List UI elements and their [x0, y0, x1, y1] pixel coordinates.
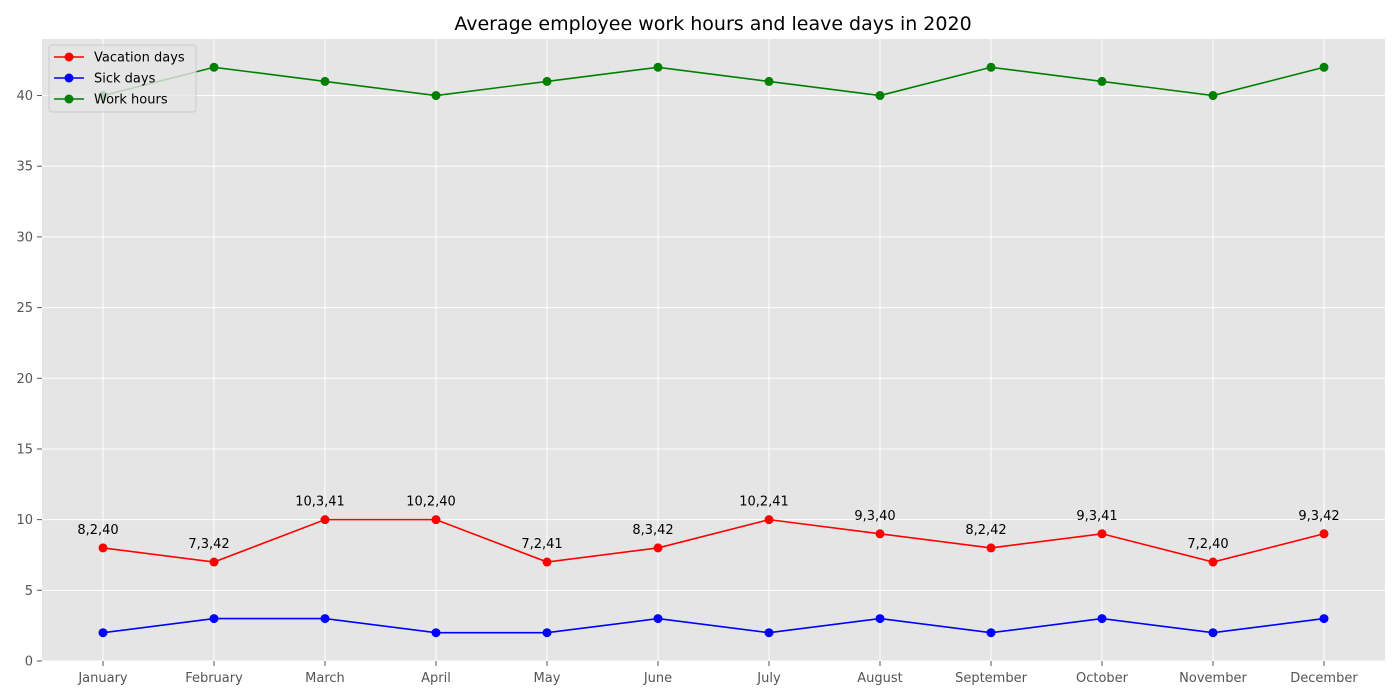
- data-label: 10,2,40: [406, 495, 456, 510]
- data-point-work-hours: [764, 76, 774, 86]
- data-point-sick-days: [764, 628, 774, 638]
- y-tick-label: 20: [16, 372, 33, 387]
- x-tick-label: April: [421, 671, 451, 686]
- data-label: 10,3,41: [295, 495, 345, 510]
- data-point-sick-days: [1097, 614, 1107, 624]
- data-point-sick-days: [98, 628, 108, 638]
- data-point-vacation-days: [764, 515, 774, 525]
- x-tick-label: March: [305, 671, 345, 686]
- data-label: 7,3,42: [188, 537, 229, 552]
- data-point-sick-days: [431, 628, 441, 638]
- x-tick-label: October: [1076, 671, 1129, 686]
- series-line-sick-days: [102, 617, 1325, 634]
- data-label: 10,2,41: [739, 495, 789, 510]
- data-point-sick-days: [320, 614, 330, 624]
- y-tick-label: 30: [16, 230, 33, 245]
- data-label: 8,3,42: [632, 523, 673, 538]
- data-label: 9,3,42: [1298, 509, 1339, 524]
- y-tick-label: 35: [16, 160, 33, 175]
- data-point-sick-days: [1319, 614, 1329, 624]
- x-tick-label: September: [955, 671, 1028, 686]
- series-group: [98, 62, 1329, 638]
- x-tick-label: December: [1290, 671, 1358, 686]
- data-point-sick-days: [986, 628, 996, 638]
- series-line-work-hours: [102, 66, 1325, 97]
- chart-title: Average employee work hours and leave da…: [454, 13, 971, 35]
- data-label: 7,2,40: [1187, 537, 1228, 552]
- data-label: 8,2,40: [77, 523, 118, 538]
- data-point-vacation-days: [1319, 529, 1329, 539]
- data-point-work-hours: [320, 76, 330, 86]
- data-labels: 8,2,40 7,3,42 10,3,41 10,2,40 7,2,41 8,3,42 10…: [77, 495, 1339, 552]
- legend-marker-work-hours: [64, 94, 74, 104]
- data-point-vacation-days: [209, 557, 219, 567]
- x-tick-label: November: [1179, 671, 1247, 686]
- legend-label-vacation-days: Vacation days: [94, 51, 185, 66]
- data-point-work-hours: [986, 62, 996, 72]
- y-tick-label: 15: [16, 442, 33, 457]
- data-point-vacation-days: [1097, 529, 1107, 539]
- data-point-vacation-days: [98, 543, 108, 553]
- data-point-vacation-days: [542, 557, 552, 567]
- data-point-sick-days: [653, 614, 663, 624]
- x-tick-label: January: [77, 671, 128, 686]
- data-point-vacation-days: [653, 543, 663, 553]
- data-point-work-hours: [209, 62, 219, 72]
- x-tick-label: August: [857, 671, 903, 686]
- series-line-vacation-days: [102, 518, 1325, 563]
- data-label: 9,3,41: [1076, 509, 1117, 524]
- data-point-work-hours: [1208, 91, 1218, 101]
- legend-label-work-hours: Work hours: [94, 93, 168, 108]
- y-tick-label: 5: [25, 584, 33, 599]
- x-tick-label: May: [534, 671, 561, 686]
- y-tick-label: 40: [16, 89, 33, 104]
- data-point-sick-days: [542, 628, 552, 638]
- grid-lines: [42, 39, 1385, 662]
- data-point-sick-days: [875, 614, 885, 624]
- data-point-work-hours: [875, 91, 885, 101]
- data-point-vacation-days: [431, 515, 441, 525]
- y-axis: 0 5 10 15 20 25 30 35 40: [16, 89, 42, 670]
- legend-marker-vacation-days: [64, 52, 74, 62]
- data-point-vacation-days: [320, 515, 330, 525]
- legend-marker-sick-days: [64, 73, 74, 83]
- data-point-work-hours: [1319, 62, 1329, 72]
- data-point-sick-days: [1208, 628, 1218, 638]
- y-tick-label: 25: [16, 301, 33, 316]
- x-axis: January February March April May June July Augu…: [77, 661, 1358, 686]
- legend-label-sick-days: Sick days: [94, 72, 156, 87]
- y-tick-label: 10: [16, 513, 33, 528]
- plot-area: [42, 39, 1385, 661]
- data-point-vacation-days: [986, 543, 996, 553]
- data-point-work-hours: [1097, 76, 1107, 86]
- legend: Vacation days Sick days Work hours: [48, 44, 197, 113]
- x-tick-label: July: [756, 671, 781, 686]
- data-point-vacation-days: [875, 529, 885, 539]
- data-point-work-hours: [431, 91, 441, 101]
- data-point-work-hours: [542, 76, 552, 86]
- data-point-sick-days: [209, 614, 219, 624]
- data-point-work-hours: [653, 62, 663, 72]
- data-label: 9,3,40: [854, 509, 895, 524]
- legend-box: [48, 44, 197, 113]
- data-point-vacation-days: [1208, 557, 1218, 567]
- x-tick-label: June: [643, 671, 672, 686]
- y-tick-label: 0: [25, 655, 33, 670]
- data-label: 7,2,41: [521, 537, 562, 552]
- data-label: 8,2,42: [965, 523, 1006, 538]
- x-tick-label: February: [185, 671, 243, 686]
